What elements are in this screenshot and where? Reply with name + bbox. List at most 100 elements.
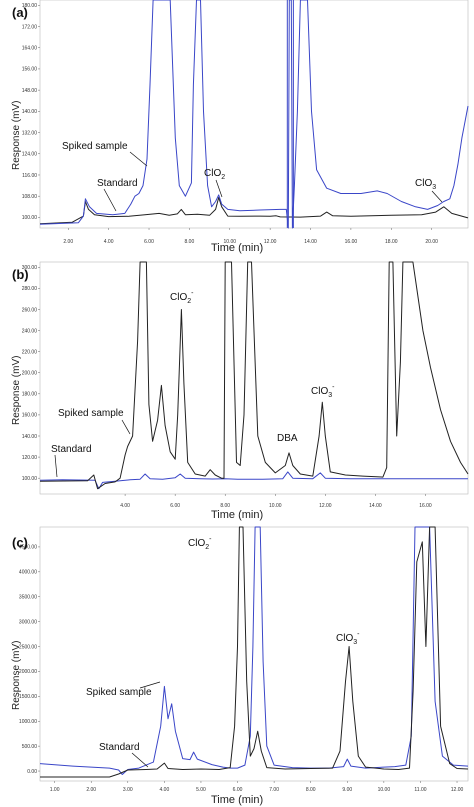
panel-a-x-tick-label: 8.00 (185, 239, 195, 245)
panel-b-y-tick-label: 180.00 (22, 392, 38, 398)
panel-a-arrow-clo2 (215, 179, 223, 198)
panel-c-y-tick-label: 2500.00 (19, 644, 37, 650)
panel-a-x-tick-label: 12.00 (264, 239, 277, 245)
panel-a-x-axis-label: Time (min) (211, 242, 263, 254)
panel-c-y-tick-label: 1500.00 (19, 694, 37, 700)
panel-c-annotation-spiked-sample: Spiked sample (86, 687, 152, 698)
panel-a-annotation-clo2: ClO2 (204, 168, 225, 181)
panel-a-y-tick-label: 164.00 (22, 46, 38, 52)
panel-c-y-tick-label: 4500.00 (19, 545, 37, 551)
panel-a-x-tick-label: 20.00 (425, 239, 438, 245)
panel-b-x-axis-label: Time (min) (211, 509, 263, 521)
panel-a-y-tick-label: 172.00 (22, 24, 38, 30)
panel-b-y-axis-label: Response (mV) (11, 356, 22, 425)
panel-a-axes: 100.00 108.00 116.00 124.00 132.00 140.00 148.… (22, 3, 438, 245)
panel-b-y-tick-label: 280.00 (22, 286, 38, 292)
panel-b-annotation-clo3: ClO3- (311, 384, 335, 399)
panel-c-axes: 0.00 500.00 1000.00 1500.00 2000.00 2500.00 30… (19, 545, 464, 793)
panel-a-x-tick-label: 18.00 (385, 239, 398, 245)
panel-b-plot-frame (39, 261, 469, 495)
panel-a-x-tick-label: 16.00 (345, 239, 358, 245)
panel-a-y-axis-label: Response (mV) (11, 101, 22, 170)
panel-a-x-tick-label: 10.00 (224, 239, 237, 245)
panel-c-annotation-clo2: ClO2- (188, 536, 212, 551)
panel-c-x-tick-label: 9.00 (342, 787, 352, 793)
panel-c-y-axis-label: Response (mV) (11, 641, 22, 710)
panel-b-x-tick-label: 12.00 (319, 503, 332, 509)
panel-a-y-tick-label: 148.00 (22, 88, 38, 94)
panel-b-annotation-spiked-sample: Spiked sample (58, 408, 124, 419)
panel-b-y-tick-label: 120.00 (22, 455, 38, 461)
panel-c-series-spiked-sample (39, 526, 469, 775)
panel-b-x-tick-label: 4.00 (120, 503, 130, 509)
panel-b-x-tick-label: 10.00 (269, 503, 282, 509)
panel-c-plot-frame (39, 526, 469, 782)
panel-c-x-tick-label: 5.00 (196, 787, 206, 793)
panel-a-y-tick-label: 108.00 (22, 194, 38, 200)
panel-c-x-tick-label: 2.00 (86, 787, 96, 793)
panel-b: 100.00 120.00 140.00 160.00 180.00 200.00 220.… (11, 261, 469, 521)
panel-b-y-tick-label: 220.00 (22, 349, 38, 355)
panel-a-x-tick-label: 6.00 (144, 239, 154, 245)
panel-c-y-tick-label: 1000.00 (19, 719, 37, 725)
panel-a-arrow-standard (103, 188, 117, 212)
panel-a: 100.00 108.00 116.00 124.00 132.00 140.00 148.… (11, 0, 469, 254)
panel-b-label: (b) (12, 267, 29, 282)
panel-a-y-tick-label: 100.00 (22, 215, 38, 221)
panel-a-x-tick-label: 4.00 (104, 239, 114, 245)
panel-c-x-tick-label: 6.00 (233, 787, 243, 793)
panel-c-x-tick-label: 7.00 (269, 787, 279, 793)
panel-c-x-tick-label: 1.00 (50, 787, 60, 793)
panel-b-x-tick-label: 14.00 (369, 503, 382, 509)
panel-c-x-tick-label: 12.00 (451, 787, 464, 793)
panel-b-y-tick-label: 300.00 (22, 265, 38, 271)
panel-a-traces (39, 0, 469, 229)
panel-c-y-tick-label: 3000.00 (19, 619, 37, 625)
panel-b-series-standard (39, 471, 468, 490)
panel-c-arrow-spiked-sample (139, 681, 161, 689)
panel-a-y-tick-label: 140.00 (22, 109, 38, 115)
panel-b-y-tick-label: 100.00 (22, 476, 38, 482)
panel-c-traces (39, 526, 469, 778)
panel-c-y-tick-label: 4000.00 (19, 570, 37, 576)
panel-c-x-tick-label: 4.00 (160, 787, 170, 793)
panel-a-annotation-clo3: ClO3 (415, 178, 436, 191)
panel-c-annotation-standard: Standard (99, 742, 140, 753)
panel-b-x-tick-label: 6.00 (170, 503, 180, 509)
panel-b-axes: 100.00 120.00 140.00 160.00 180.00 200.00 220.… (22, 265, 432, 509)
panel-c-x-tick-label: 10.00 (378, 787, 391, 793)
panel-a-label: (a) (12, 5, 28, 20)
panel-a-x-tick-label: 14.00 (304, 239, 317, 245)
panel-a-plot-frame (39, 0, 469, 229)
panel-b-arrow-standard (54, 454, 58, 478)
panel-b-x-tick-label: 16.00 (419, 503, 432, 509)
panel-a-arrow-spiked-sample (129, 151, 148, 167)
panel-b-annotation-dba: DBA (277, 433, 298, 444)
panel-c-y-tick-label: 3500.00 (19, 595, 37, 601)
panel-a-series-spiked-sample (39, 0, 469, 229)
panel-b-y-tick-label: 200.00 (22, 371, 38, 377)
panel-a-y-tick-label: 156.00 (22, 67, 38, 73)
panel-a-series-standard (39, 197, 469, 225)
panel-a-y-tick-label: 132.00 (22, 130, 38, 136)
panel-b-y-tick-label: 140.00 (22, 434, 38, 440)
panel-c-x-axis-label: Time (min) (211, 794, 263, 806)
panel-a-y-tick-label: 116.00 (22, 173, 37, 179)
panel-c: 0.00 500.00 1000.00 1500.00 2000.00 2500.00 30… (11, 526, 469, 806)
panel-c-x-tick-label: 11.00 (414, 787, 426, 793)
panel-b-y-tick-label: 260.00 (22, 307, 38, 313)
panel-b-y-tick-label: 240.00 (22, 328, 38, 334)
panel-b-x-tick-label: 8.00 (220, 503, 230, 509)
panel-c-x-tick-label: 3.00 (123, 787, 133, 793)
panel-c-y-tick-label: 0.00 (27, 769, 37, 775)
panel-c-series-standard (40, 526, 469, 778)
panel-a-x-tick-label: 2.00 (63, 239, 73, 245)
panel-a-annotation-standard: Standard (97, 178, 138, 189)
panel-a-arrow-clo3 (431, 190, 443, 203)
panel-a-annotation-spiked-sample: Spiked sample (62, 141, 128, 152)
panel-c-y-tick-label: 500.00 (22, 744, 38, 750)
panel-c-arrow-standard (131, 752, 149, 768)
panel-c-label: (c) (12, 535, 28, 550)
panel-c-x-tick-label: 8.00 (306, 787, 316, 793)
